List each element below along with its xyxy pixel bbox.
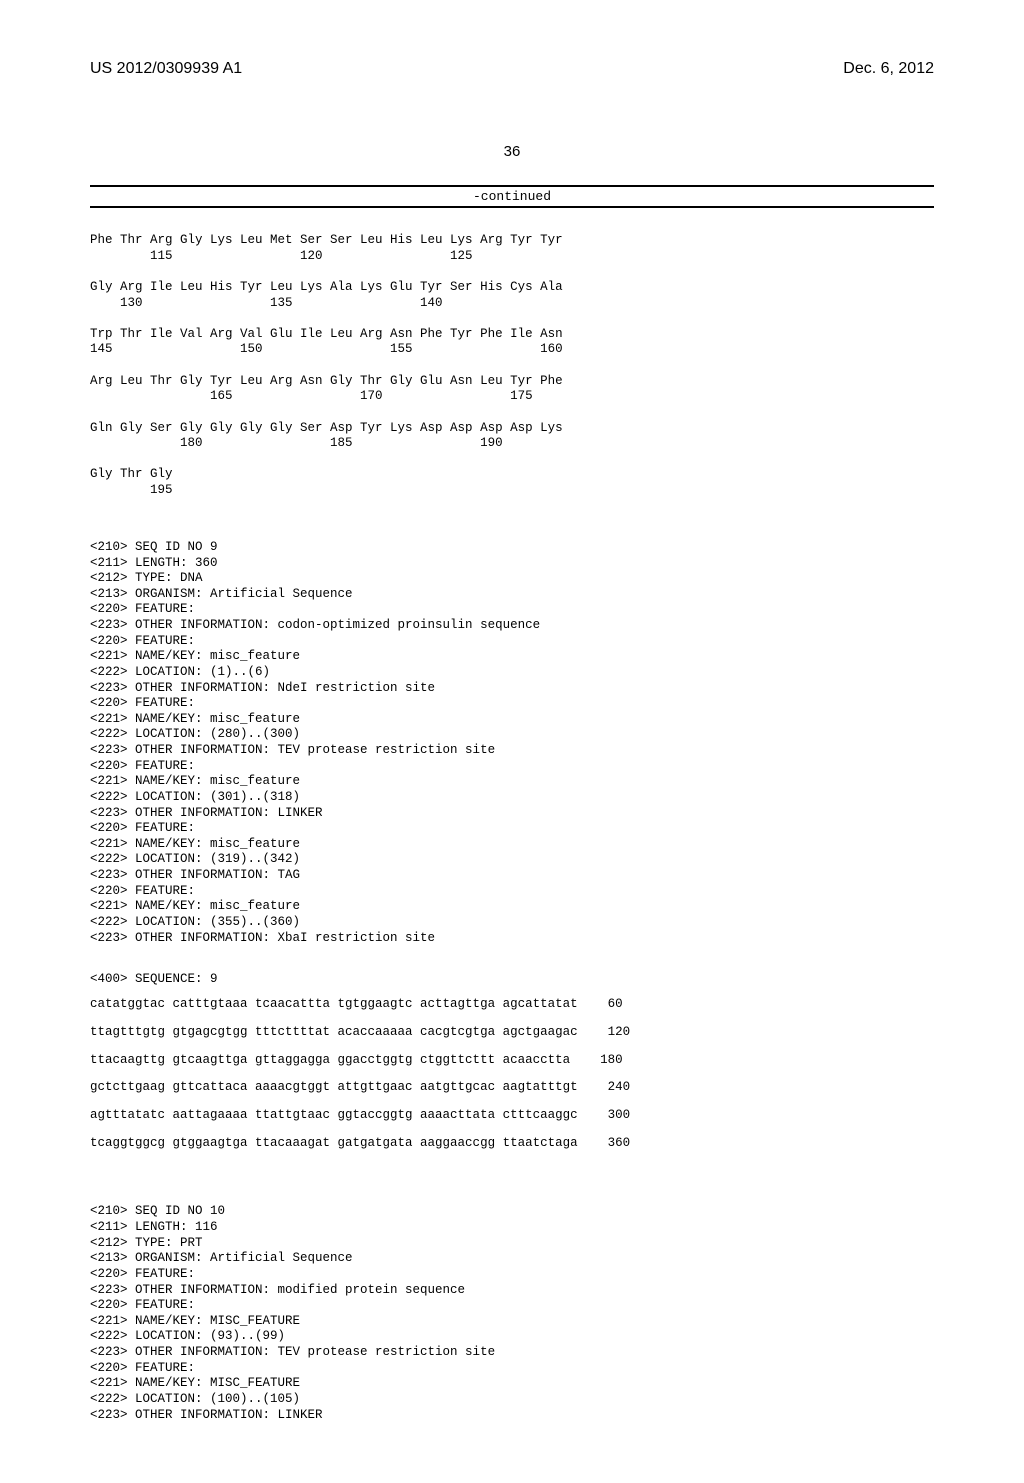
- continued-label: -continued: [473, 189, 551, 204]
- sequence-row: agtttatatc aattagaaaa ttattgtaac ggtaccg…: [90, 1108, 934, 1124]
- nucleotide-seq: agtttatatc aattagaaaa ttattgtaac ggtaccg…: [90, 1108, 578, 1124]
- seq10-meta-block: <210> SEQ ID NO 10 <211> LENGTH: 116 <21…: [90, 1173, 934, 1423]
- sequence-row: ttagtttgtg gtgagcgtgg tttcttttat acaccaa…: [90, 1025, 934, 1041]
- nucleotide-seq: ttagtttgtg gtgagcgtgg tttcttttat acaccaa…: [90, 1025, 578, 1041]
- position-number: 180: [600, 1053, 623, 1069]
- seq9-sequence: catatggtac catttgtaaa tcaacattta tgtggaa…: [90, 997, 934, 1163]
- position-number: 360: [608, 1136, 631, 1152]
- position-number: 300: [608, 1108, 631, 1124]
- page-header: US 2012/0309939 A1 Dec. 6, 2012: [90, 60, 934, 78]
- seq9-label: <400> SEQUENCE: 9: [90, 956, 934, 987]
- sequence-row: catatggtac catttgtaaa tcaacattta tgtggaa…: [90, 997, 934, 1013]
- position-number: 240: [608, 1080, 631, 1096]
- seq9-meta-block: <210> SEQ ID NO 9 <211> LENGTH: 360 <212…: [90, 524, 934, 946]
- pub-date: Dec. 6, 2012: [843, 60, 934, 78]
- continued-bar: -continued: [90, 185, 934, 208]
- nucleotide-seq: ttacaagttg gtcaagttga gttaggagga ggacctg…: [90, 1053, 570, 1069]
- sequence-row: gctcttgaag gttcattaca aaaacgtggt attgttg…: [90, 1080, 934, 1096]
- nucleotide-seq: catatggtac catttgtaaa tcaacattta tgtggaa…: [90, 997, 578, 1013]
- position-number: 60: [608, 997, 623, 1013]
- nucleotide-seq: gctcttgaag gttcattaca aaaacgtggt attgttg…: [90, 1080, 578, 1096]
- nucleotide-seq: tcaggtggcg gtggaagtga ttacaaagat gatgatg…: [90, 1136, 578, 1152]
- sequence-row: ttacaagttg gtcaagttga gttaggagga ggacctg…: [90, 1053, 934, 1069]
- page-number: 36: [90, 143, 934, 160]
- sequence-row: tcaggtggcg gtggaagtga ttacaaagat gatgatg…: [90, 1136, 934, 1152]
- position-number: 120: [608, 1025, 631, 1041]
- protein-sequence-block: Phe Thr Arg Gly Lys Leu Met Ser Ser Leu …: [90, 233, 934, 514]
- page: US 2012/0309939 A1 Dec. 6, 2012 36 -cont…: [0, 0, 1024, 1483]
- pub-number: US 2012/0309939 A1: [90, 60, 242, 78]
